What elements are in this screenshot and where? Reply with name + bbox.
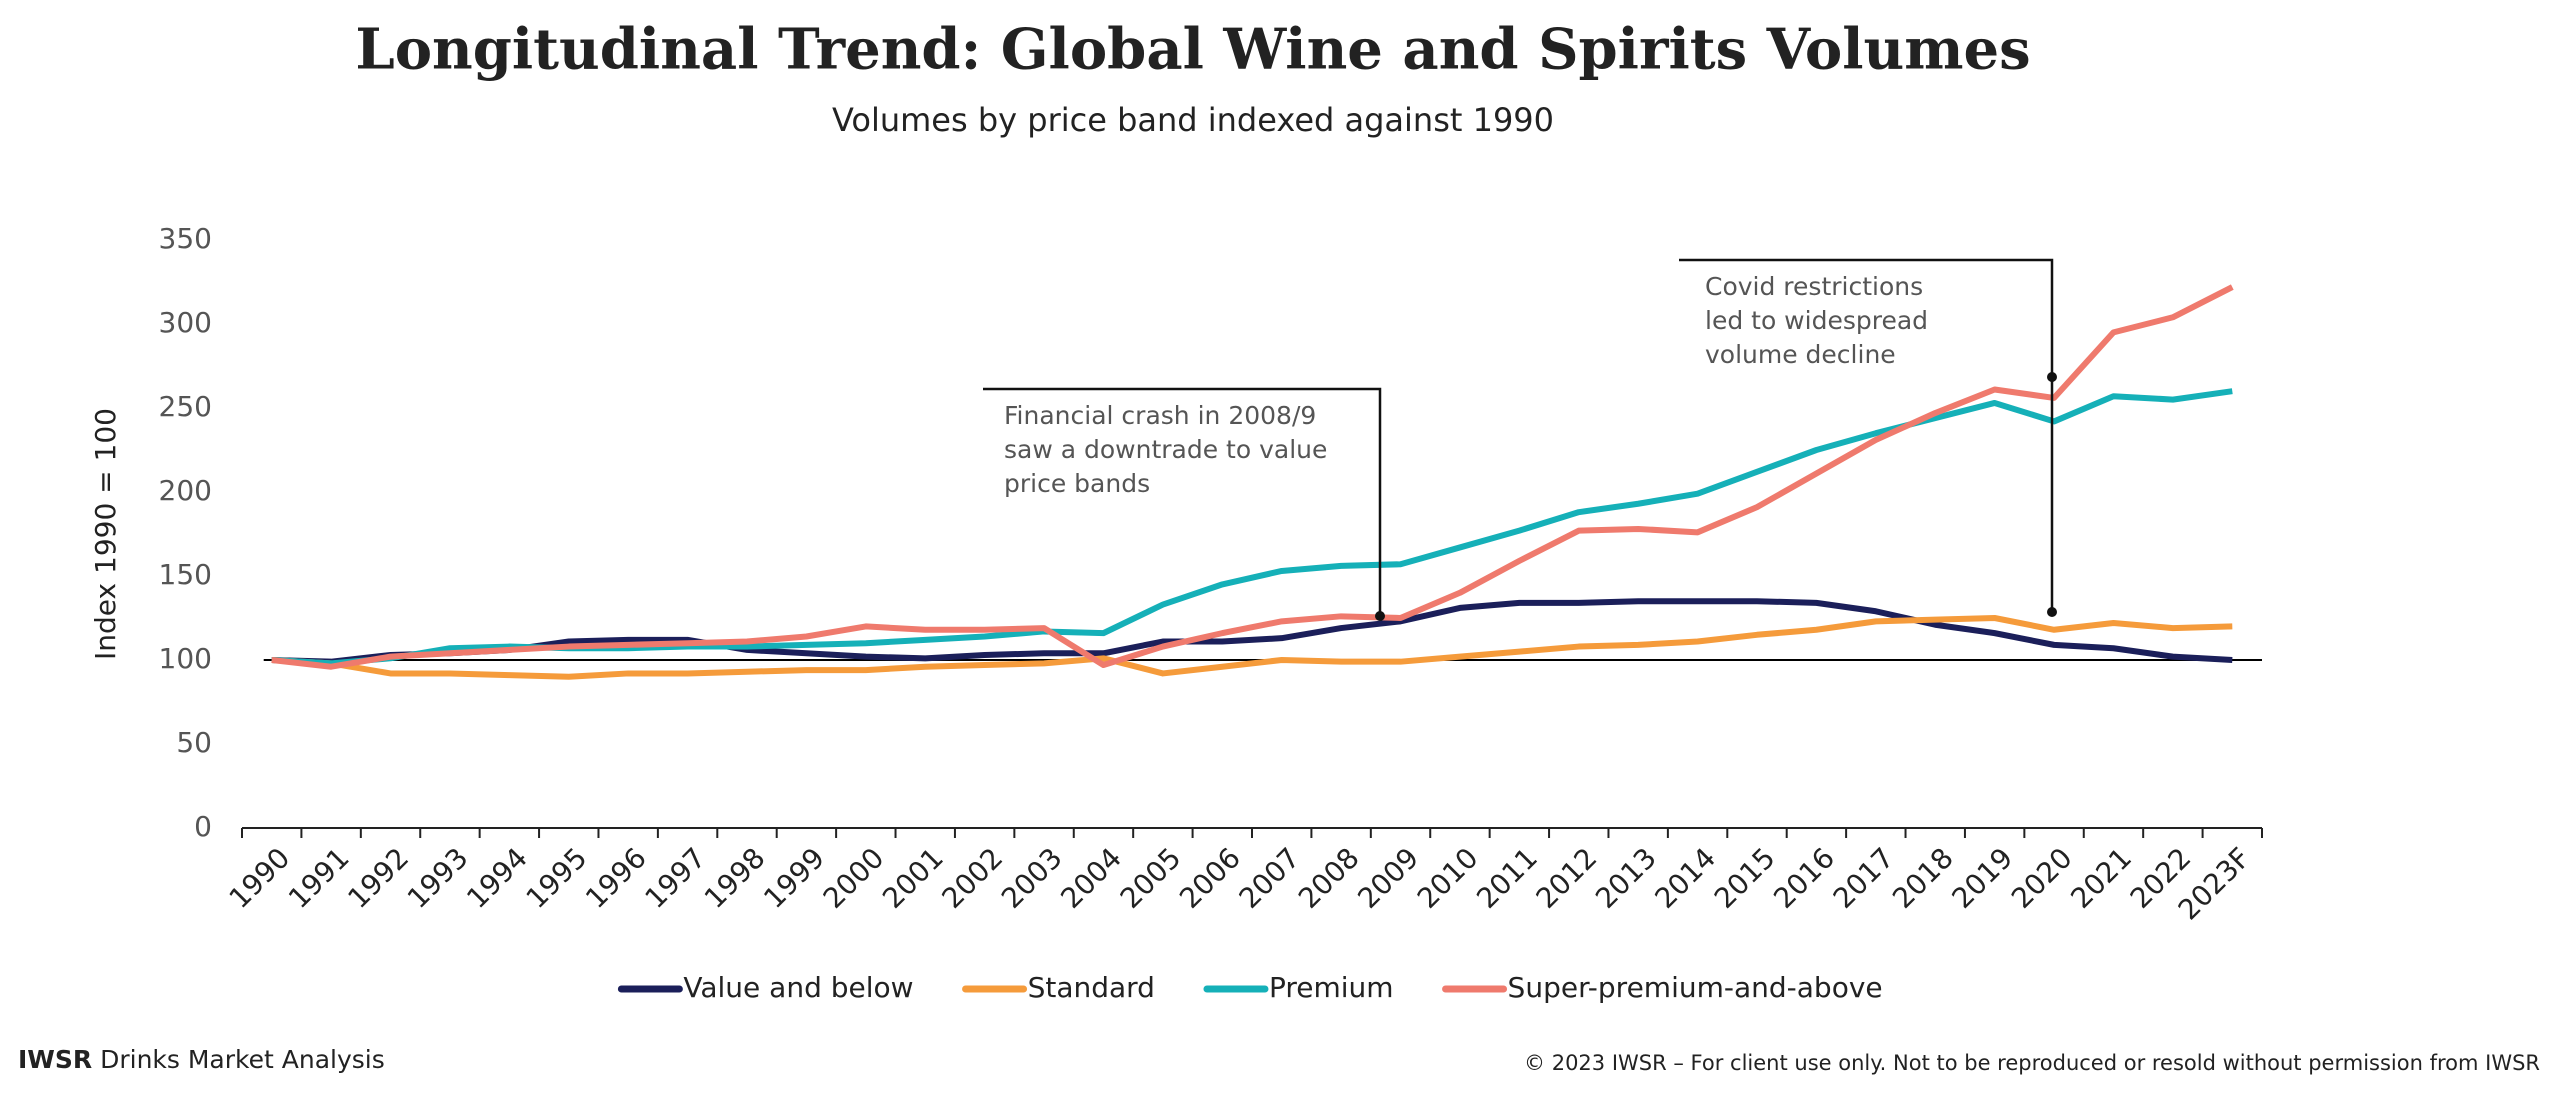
annotation-text: Financial crash in 2008/9 [1004,401,1316,430]
annotation-text: Covid restrictions [1705,272,1923,301]
footer-copyright: © 2023 IWSR – For client use only. Not t… [1524,1051,2540,1075]
series-line [271,615,2233,680]
x-tick-label: 2001 [876,841,950,915]
x-tick-label: 1996 [579,841,653,915]
y-tick-label: 50 [176,726,212,759]
annotation-text: saw a downtrade to value [1004,435,1327,464]
x-tick-label: 2017 [1827,841,1901,915]
x-tick-label: 2021 [2064,841,2138,915]
annotation-text: led to widespread [1705,306,1928,335]
x-tick-label: 2018 [1886,841,1960,915]
x-tick-label: 2014 [1648,841,1722,915]
chart-title: Longitudinal Trend: Global Wine and Spir… [355,17,2030,83]
x-tick-label: 2007 [1233,841,1307,915]
y-tick-label: 250 [159,390,212,423]
y-tick-label: 350 [159,222,212,255]
legend-label: Value and below [683,971,913,1004]
legend-label: Premium [1269,971,1394,1004]
x-tick-label: 1990 [223,841,297,915]
x-tick-label: 1998 [698,841,772,915]
x-tick-label: 2013 [1589,841,1663,915]
annotation-dot [1375,611,1385,621]
footer-brand: IWSR [18,1045,92,1074]
annotation-dot [2047,372,2057,382]
series-line [271,284,2234,670]
annotation-bracket [983,387,1382,616]
x-tick-label: 2016 [1767,841,1841,915]
y-tick-label: 100 [159,642,212,675]
x-tick-label: 2011 [1470,841,1544,915]
y-axis-label: Index 1990 = 100 [89,408,122,660]
x-tick-label: 2005 [1114,841,1188,915]
y-tick-label: 300 [159,306,212,339]
annotation-bracket [1679,258,2054,612]
series-line [271,598,2233,665]
annotation-text: volume decline [1705,340,1896,369]
y-tick-label: 150 [159,558,212,591]
x-tick-label: 2015 [1708,841,1782,915]
legend: Value and below Standard Premium Super-prem… [617,971,1883,1004]
x-tick-label: 1992 [341,841,415,915]
x-tick-label: 1997 [638,841,712,915]
x-tick-label: 1999 [757,841,831,915]
x-tick-label: 2002 [936,841,1010,915]
x-tick-label: 2000 [817,841,891,915]
x-tick-label: 1993 [401,841,475,915]
x-tick-label: 2019 [1946,841,2020,915]
x-tick-label: 2010 [1411,841,1485,915]
legend-label: Standard [1028,971,1155,1004]
y-tick-label: 0 [194,810,212,843]
legend-label: Super-premium-and-above [1508,971,1883,1004]
x-tick-label: 2020 [2005,841,2079,915]
x-tick-label: 2009 [1351,841,1425,915]
annotation-text: price bands [1004,469,1150,498]
x-tick-label: 1994 [460,841,534,915]
y-tick-label: 200 [159,474,212,507]
footer-text: Drinks Market Analysis [100,1045,385,1074]
x-tick-label: 2004 [1054,841,1128,915]
x-tick-label: 2003 [995,841,1069,915]
x-tick-label: 2006 [1173,841,1247,915]
x-tick-label: 1991 [282,841,356,915]
x-tick-label: 2012 [1530,841,1604,915]
x-tick-label: 2008 [1292,841,1366,915]
footer-left: IWSR Drinks Market Analysis [18,1045,385,1074]
chart-subtitle: Volumes by price band indexed against 19… [832,101,1554,139]
annotation-dot [2047,607,2057,617]
x-tick-label: 1995 [520,841,594,915]
